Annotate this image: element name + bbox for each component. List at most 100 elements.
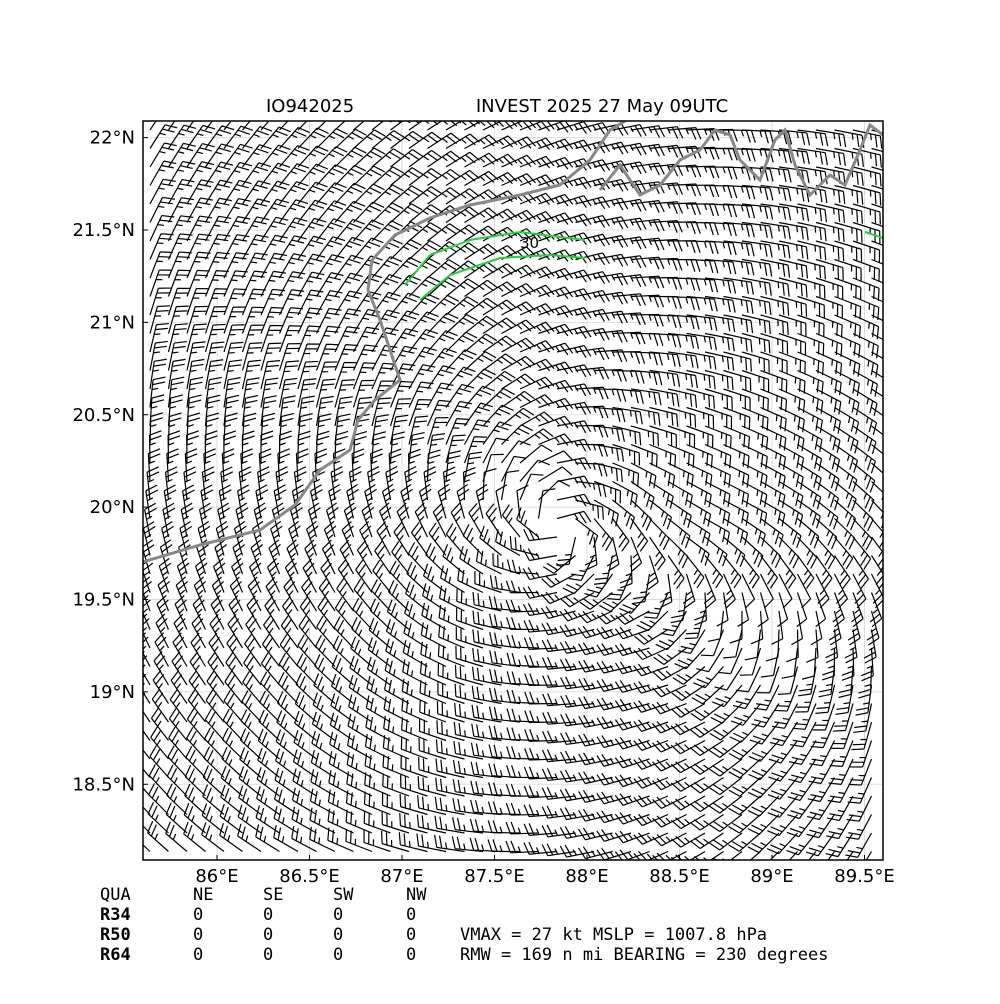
wind-barb [427,347,457,371]
wind-barb [273,786,299,816]
wind-barb [464,279,498,297]
wind-barb [452,779,484,797]
table-cell: 0 [406,905,416,925]
wind-barb [852,184,882,206]
wind-barb [464,152,499,168]
wind-barb [367,637,391,667]
wind-barb [223,412,238,445]
wind-barb [506,727,539,742]
wind-barb [408,275,441,297]
wind-barb [408,399,432,427]
wind-barb [798,666,817,697]
wind-barb [239,747,262,778]
wind-barb [390,292,421,316]
wind-barb [741,129,774,144]
wind-barb [630,218,665,232]
wind-barb [723,221,755,238]
wind-barb [689,814,724,831]
wind-barb [334,254,364,279]
wind-barb [315,413,332,445]
wind-barb [180,502,194,538]
wind-barb [426,382,454,408]
wind-barb [167,287,190,316]
wind-barb [178,539,191,575]
wind-barb [352,597,373,630]
wind-barb [808,758,836,785]
x-tick-label: 89.5°E [834,866,894,887]
wind-barb [482,387,515,408]
wind-barb [167,394,184,427]
wind-barb [240,709,262,741]
wind-barb [606,536,620,572]
wind-barb [297,253,326,279]
wind-barb [649,425,677,448]
wind-barb [593,291,629,305]
wind-barb [596,660,632,674]
wind-barb [723,629,743,659]
wind-barb [630,443,658,468]
wind-barb [437,643,465,668]
wind-barb [293,730,317,760]
wind-barb [426,417,449,445]
wind-barb [427,365,456,390]
wind-barb [378,502,392,538]
wind-barb [596,626,632,640]
wind-barb [276,710,299,741]
wind-barb [649,257,683,271]
wind-barb [385,638,410,667]
wind-barb [210,595,225,630]
wind-barb [649,388,680,407]
coastline [143,121,626,564]
wind-barb [861,647,874,682]
wind-barb [852,351,879,378]
wind-barb [560,732,595,746]
wind-barb [519,340,555,353]
wind-barb [149,745,169,778]
wind-barb [501,424,534,445]
wind-barb [427,132,462,150]
wind-barb [519,444,553,464]
wind-barb [382,773,410,797]
wind-barb [630,499,652,531]
wind-barb [704,443,732,469]
wind-barb [316,146,348,168]
wind-barb [852,481,875,512]
wind-barb [452,798,484,816]
wind-barb [352,379,375,408]
wind-barb [203,746,225,778]
wind-barb [348,466,362,501]
wind-barb [741,166,774,182]
wind-barb [659,573,673,608]
wind-barb [649,163,684,177]
wind-barb [686,369,716,390]
wind-barb [487,820,521,834]
wind-barb [203,448,217,482]
wind-barb [263,614,280,649]
wind-barb [826,795,854,822]
wind-barb [352,430,368,464]
wind-barb [632,573,651,605]
wind-barb [334,290,362,316]
wind-barb [217,502,231,538]
wind-barb [464,297,498,316]
wind-barb [815,684,836,714]
wind-barb [541,622,576,636]
wind-barb [165,821,188,852]
wind-barb [366,656,391,686]
wind-barb [223,359,243,390]
wind-barb [834,203,863,224]
wind-barb [630,462,657,489]
wind-barb [578,677,613,691]
wind-barb [150,707,169,741]
wind-barb [202,765,225,797]
wind-barb [147,802,169,834]
wind-barb [273,484,287,519]
wind-barb [777,592,789,628]
wind-barb [747,777,780,799]
wind-barb [419,699,447,723]
wind-barb [204,359,224,390]
wind-barb [371,220,404,242]
wind-barb [257,747,280,778]
wind-barb [386,599,410,630]
wind-barb [660,610,688,637]
